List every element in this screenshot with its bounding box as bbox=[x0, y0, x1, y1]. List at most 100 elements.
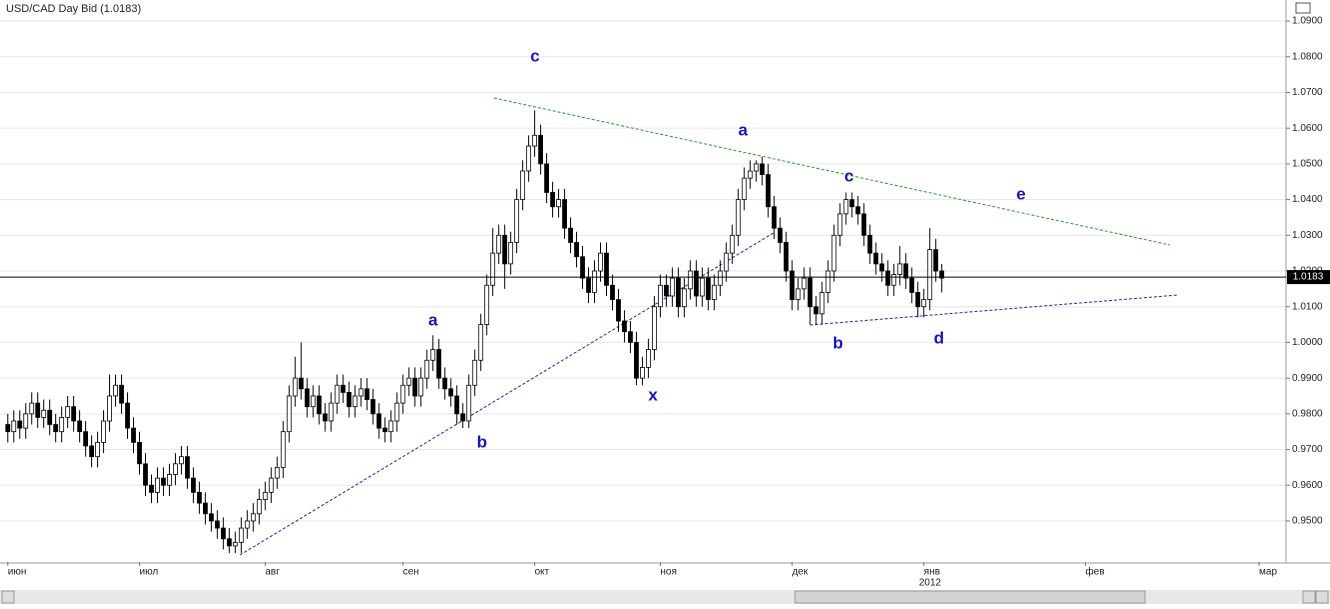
candle-body bbox=[693, 270, 699, 297]
candle-body bbox=[143, 463, 148, 486]
candle-body bbox=[161, 477, 166, 486]
y-tick-label: 1.0800 bbox=[1292, 51, 1323, 62]
candle-body bbox=[23, 413, 29, 429]
y-tick-label: 0.9500 bbox=[1292, 516, 1323, 527]
candle-body bbox=[460, 413, 466, 422]
last-price-label: 1.0183 bbox=[1293, 272, 1324, 283]
candle-body bbox=[466, 384, 472, 422]
candle-body bbox=[604, 252, 609, 286]
candle-body bbox=[364, 388, 370, 400]
scroll-end[interactable] bbox=[1315, 590, 1329, 604]
scroll-right[interactable] bbox=[1302, 590, 1316, 604]
candle-body bbox=[927, 249, 933, 300]
candle-body bbox=[520, 170, 526, 200]
candle-body bbox=[424, 359, 430, 379]
candle-body bbox=[891, 274, 897, 286]
x-tick-label: фев bbox=[1085, 566, 1104, 578]
candle-body bbox=[855, 206, 861, 215]
candle-body bbox=[532, 134, 538, 147]
wave-label: b bbox=[833, 333, 843, 352]
candle-body bbox=[526, 145, 532, 172]
candle-body bbox=[783, 242, 789, 272]
candle-body bbox=[723, 252, 729, 272]
candle-body bbox=[717, 270, 723, 286]
candle-body bbox=[771, 206, 777, 229]
candle-body bbox=[478, 324, 484, 361]
candle-body bbox=[155, 477, 160, 493]
candle-body bbox=[777, 227, 783, 243]
candle-body bbox=[574, 242, 579, 258]
candle-body bbox=[250, 513, 256, 522]
candle-body bbox=[843, 199, 849, 215]
candle-body bbox=[592, 270, 597, 293]
candle-body bbox=[729, 234, 735, 254]
candle-body bbox=[11, 420, 17, 433]
candle-body bbox=[316, 395, 322, 415]
y-tick-label: 0.9800 bbox=[1292, 408, 1323, 419]
zoom-icon[interactable] bbox=[1295, 2, 1311, 14]
wave-label: a bbox=[738, 120, 748, 139]
chart-title: USD/CAD Day Bid (1.0183) bbox=[6, 3, 141, 15]
candle-body bbox=[328, 402, 334, 422]
candle-body bbox=[687, 270, 693, 290]
candle-body bbox=[789, 270, 795, 300]
candle-body bbox=[448, 388, 454, 397]
candle-body bbox=[107, 395, 112, 422]
candle-body bbox=[89, 445, 95, 458]
candle-body bbox=[244, 520, 250, 529]
candle-body bbox=[310, 395, 316, 408]
scroll-thumb[interactable] bbox=[794, 590, 1146, 604]
y-tick-label: 1.0400 bbox=[1292, 194, 1323, 205]
candle-body bbox=[795, 288, 801, 300]
candle-body bbox=[77, 420, 83, 433]
candle-body bbox=[909, 277, 915, 293]
candle-body bbox=[933, 249, 939, 272]
candle-body bbox=[17, 420, 23, 429]
x-tick-label: авг bbox=[265, 567, 280, 578]
candle-body bbox=[184, 456, 190, 479]
wave-label: a bbox=[428, 310, 438, 329]
candle-body bbox=[705, 277, 711, 300]
candle-body bbox=[747, 170, 753, 179]
candle-body bbox=[903, 263, 909, 279]
candle-body bbox=[220, 527, 226, 540]
candle-body bbox=[256, 499, 262, 515]
candle-body bbox=[879, 263, 885, 272]
candle-body bbox=[125, 402, 130, 429]
candle-body bbox=[562, 199, 567, 229]
trend-line bbox=[493, 97, 1171, 246]
candle-body bbox=[149, 484, 154, 493]
y-tick-label: 0.9700 bbox=[1292, 444, 1323, 455]
candle-body bbox=[418, 377, 424, 397]
candle-body bbox=[119, 384, 124, 404]
candle-body bbox=[382, 427, 388, 433]
candle-body bbox=[131, 427, 136, 443]
candle-body bbox=[59, 416, 65, 433]
candle-body bbox=[101, 420, 106, 443]
x-tick-label: дек bbox=[792, 567, 808, 578]
candle-body bbox=[550, 192, 555, 208]
candle-body bbox=[645, 349, 651, 368]
scroll-left[interactable] bbox=[1, 590, 15, 604]
candle-body bbox=[634, 342, 639, 379]
scrollbar[interactable] bbox=[0, 590, 1330, 604]
candle-body bbox=[442, 377, 448, 390]
candle-body bbox=[586, 277, 591, 293]
candle-body bbox=[35, 402, 41, 418]
candle-body bbox=[819, 292, 825, 315]
candle-body bbox=[340, 384, 346, 393]
candle-body bbox=[496, 234, 502, 254]
candle-body bbox=[831, 234, 837, 272]
candle-body bbox=[358, 388, 364, 397]
candle-body bbox=[568, 227, 573, 243]
candle-body bbox=[53, 424, 59, 433]
candle-body bbox=[95, 441, 100, 458]
candle-body bbox=[472, 359, 478, 386]
candle-body bbox=[885, 270, 891, 286]
wave-label: b bbox=[477, 432, 487, 451]
candle-body bbox=[765, 174, 771, 208]
candle-body bbox=[897, 263, 903, 275]
candle-body bbox=[41, 409, 47, 418]
